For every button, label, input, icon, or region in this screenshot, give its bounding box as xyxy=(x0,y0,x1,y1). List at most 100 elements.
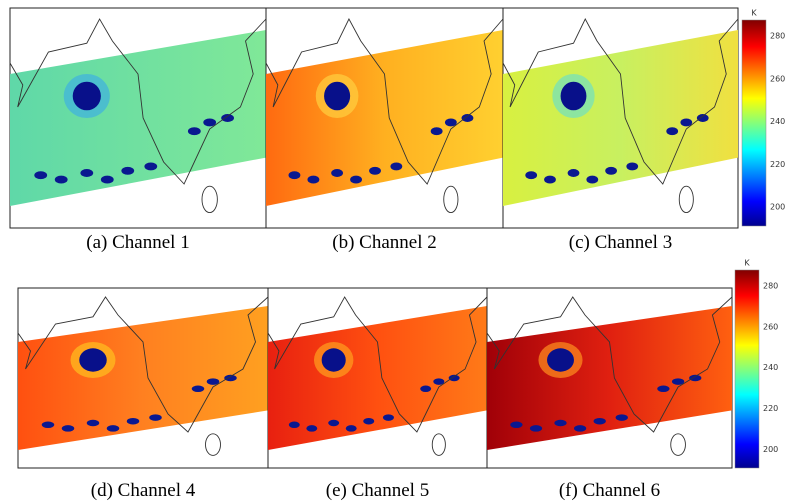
caption: (b) Channel 2 xyxy=(332,232,436,253)
cyclone xyxy=(560,81,587,111)
cloud-cell xyxy=(34,171,48,180)
cloud-cell xyxy=(126,417,140,425)
cloud-cell xyxy=(448,374,460,382)
cyclone xyxy=(547,348,574,372)
island xyxy=(670,433,686,456)
colorbar-unit: K xyxy=(744,259,750,268)
cyclone xyxy=(72,81,101,111)
cloud-cell xyxy=(671,378,685,385)
cloud-cell xyxy=(345,425,357,432)
panel-image xyxy=(502,7,739,229)
cloud-cell xyxy=(525,171,538,180)
colorbar-tick-label: 260 xyxy=(770,74,785,83)
colorbar-tick-label: 280 xyxy=(770,32,785,41)
cloud-cell xyxy=(100,175,114,184)
caption: (f) Channel 6 xyxy=(559,480,660,501)
colorbar-gradient xyxy=(741,19,767,227)
caption: (e) Channel 5 xyxy=(326,480,429,501)
swath xyxy=(18,306,268,450)
panel-image xyxy=(9,7,267,229)
cloud-cell xyxy=(696,114,709,122)
colorbar-tick-label: 220 xyxy=(770,160,785,169)
cloud-cell xyxy=(328,419,340,427)
colorbar-tick-label: 200 xyxy=(770,203,785,212)
cloud-cell xyxy=(529,425,543,432)
swath xyxy=(268,306,487,450)
colorbar: K 280 260 240 220 200 xyxy=(741,9,785,227)
cloud-cell xyxy=(369,166,381,175)
cloud-cell xyxy=(430,127,443,136)
cloud-cell xyxy=(444,118,457,127)
cloud-cell xyxy=(605,166,617,175)
cloud-cell xyxy=(41,421,55,429)
cloud-cell xyxy=(191,385,205,393)
cloud-cell xyxy=(307,175,320,184)
cloud-cell xyxy=(149,414,162,421)
cloud-cell xyxy=(567,169,580,177)
cloud-cell xyxy=(615,414,628,421)
panel-image xyxy=(267,287,488,469)
colorbar-tick-label: 280 xyxy=(763,282,778,291)
panel-image xyxy=(486,287,733,469)
cloud-cell xyxy=(510,421,523,429)
cloud-cell xyxy=(187,127,201,136)
swath xyxy=(266,30,503,206)
island xyxy=(431,433,446,456)
colorbar-tick-label: 240 xyxy=(770,117,785,126)
cloud-cell xyxy=(420,385,432,393)
cloud-cell xyxy=(390,162,403,171)
cloud-cell xyxy=(689,374,702,382)
coastline xyxy=(265,18,504,185)
colorbar: K 280 260 240 220 200 xyxy=(734,259,778,469)
cloud-cell xyxy=(203,118,217,127)
cloud-cell xyxy=(382,414,394,421)
cloud-cell xyxy=(461,114,474,122)
colorbar-tick-label: 240 xyxy=(763,363,778,372)
caption: (a) Channel 1 xyxy=(86,232,189,253)
coastline xyxy=(267,296,488,433)
colorbar-unit: K xyxy=(751,9,757,18)
island xyxy=(201,185,218,214)
colorbar-tick-label: 200 xyxy=(763,445,778,454)
cloud-cell xyxy=(657,385,670,393)
colorbar-gradient xyxy=(734,269,760,469)
cyclone xyxy=(321,348,346,372)
cloud-cell xyxy=(666,127,679,136)
cloud-cell xyxy=(288,171,301,180)
island xyxy=(678,185,694,214)
cloud-cell xyxy=(573,425,587,432)
caption: (c) Channel 3 xyxy=(569,232,672,253)
swath xyxy=(10,30,266,206)
cloud-cell xyxy=(80,169,94,177)
colorbar-tick-label: 260 xyxy=(763,322,778,331)
cloud-cell xyxy=(306,425,318,432)
cloud-cell xyxy=(54,175,68,184)
cloud-cell xyxy=(593,417,606,425)
cloud-cell xyxy=(350,175,362,184)
cloud-cell xyxy=(544,175,556,184)
swath xyxy=(503,30,738,206)
coastline xyxy=(486,296,733,433)
coastline xyxy=(9,18,267,185)
cloud-cell xyxy=(433,378,445,385)
panel-image xyxy=(265,7,504,229)
panel-image xyxy=(17,287,269,469)
cloud-cell xyxy=(106,425,120,432)
coastline xyxy=(17,296,269,433)
cloud-cell xyxy=(221,114,235,122)
cloud-cell xyxy=(586,175,599,184)
cloud-cell xyxy=(288,421,300,429)
cloud-cell xyxy=(144,162,158,171)
cloud-cell xyxy=(626,162,639,171)
cloud-cell xyxy=(363,417,375,425)
island xyxy=(443,185,459,214)
cloud-cell xyxy=(121,166,135,175)
cloud-cell xyxy=(680,118,693,127)
caption: (d) Channel 4 xyxy=(91,480,196,501)
cloud-cell xyxy=(206,378,220,385)
cloud-cell xyxy=(554,419,567,427)
cloud-cell xyxy=(86,419,100,427)
island xyxy=(205,433,221,456)
coastline xyxy=(502,18,739,185)
